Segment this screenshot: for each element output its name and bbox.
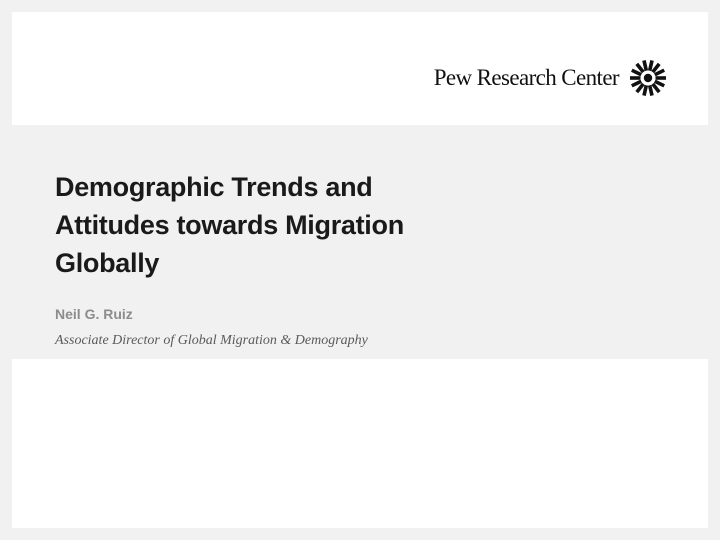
slide-title-line-3: Globally bbox=[55, 248, 160, 278]
logo-wordmark: Pew Research Center bbox=[433, 65, 620, 90]
pew-sunburst-icon bbox=[630, 60, 666, 96]
author-name: Neil G. Ruiz bbox=[55, 306, 133, 322]
slide-title-line-1: Demographic Trends and bbox=[55, 172, 373, 202]
pew-research-logo: Pew Research Center bbox=[434, 58, 668, 98]
slide-title-line-2: Attitudes towards Migration bbox=[55, 210, 404, 240]
slide-title: Demographic Trends and Attitudes towards… bbox=[55, 168, 575, 282]
author-role: Associate Director of Global Migration &… bbox=[55, 333, 368, 348]
footer-panel bbox=[12, 359, 708, 528]
header-panel: Pew Research Center bbox=[12, 12, 708, 125]
